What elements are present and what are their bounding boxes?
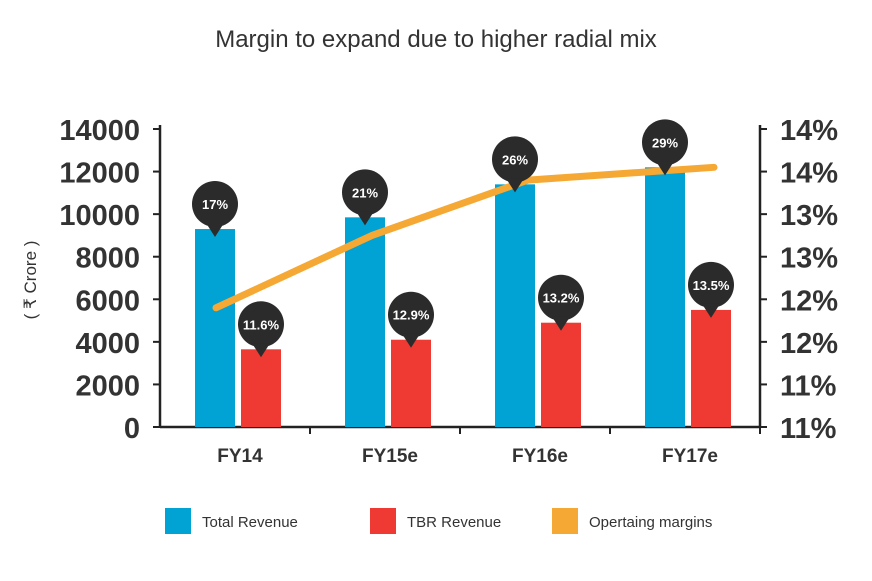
y-tick-label: 12000 (59, 158, 140, 190)
value-pins: 17% 11.6% 21% 12.9% 26% 13.2% 29% 13.5% (192, 119, 734, 358)
value-pin: 29% (642, 119, 688, 176)
bar-tbr-revenue (241, 349, 281, 427)
y2-tick-label: 12% (780, 328, 838, 360)
x-tick-label: FY16e (512, 446, 568, 467)
pin-bubble (492, 136, 538, 183)
x-tick-label: FY17e (662, 446, 718, 467)
margin-line (212, 163, 718, 312)
bar-total-revenue (195, 229, 235, 427)
pin-label: 13.5% (693, 278, 730, 293)
pin-pointer (356, 211, 374, 226)
legend-swatch (165, 508, 191, 534)
pin-label: 17% (202, 197, 228, 212)
pin-bubble (538, 274, 584, 321)
pin-label: 26% (502, 152, 528, 167)
y2-tick-label: 13% (780, 200, 838, 232)
pin-bubble (688, 261, 734, 308)
legend-label: TBR Revenue (407, 514, 501, 531)
y2-tick-label: 12% (780, 285, 838, 317)
y2-tick-label: 11% (780, 413, 837, 445)
margin-line-path (212, 163, 718, 312)
pin-label: 11.6% (243, 317, 280, 332)
pin-pointer (552, 316, 570, 331)
legend-label: Total Revenue (202, 514, 298, 531)
pin-label: 29% (652, 135, 678, 150)
legend-swatch (370, 508, 396, 534)
y-tick-label: 4000 (75, 328, 140, 360)
legend-swatch (552, 508, 578, 534)
bar-total-revenue (645, 167, 685, 428)
y-tick-label: 8000 (75, 243, 140, 275)
pin-bubble (342, 169, 388, 216)
bars (195, 167, 731, 428)
x-tick-label: FY14 (217, 446, 263, 467)
pin-bubble (642, 119, 688, 166)
value-pin: 13.5% (688, 261, 734, 318)
y2-tick-label: 14% (780, 158, 838, 190)
y-tick-label: 14000 (59, 115, 140, 147)
legend: Total Revenue TBR Revenue Opertaing margin… (165, 508, 712, 534)
bar-total-revenue (495, 184, 535, 427)
bar-tbr-revenue (691, 309, 731, 427)
legend-label: Opertaing margins (589, 514, 712, 531)
value-pin: 11.6% (238, 301, 284, 358)
chart-title: Margin to expand due to higher radial mi… (215, 26, 657, 53)
pin-pointer (702, 303, 720, 318)
pin-pointer (506, 178, 524, 193)
y-axis-label: ( ₹ Crore ) (21, 241, 40, 320)
y-tick-label: 10000 (59, 200, 140, 232)
y-tick-label: 0 (124, 413, 140, 445)
value-pin: 12.9% (388, 291, 434, 348)
pin-pointer (402, 333, 420, 348)
value-pin: 13.2% (538, 274, 584, 331)
axes: 14000 12000 10000 8000 6000 4000 2000 0 14% 14% 13… (59, 115, 838, 467)
value-pin: 26% (492, 136, 538, 193)
pin-pointer (656, 161, 674, 176)
pin-label: 12.9% (393, 308, 430, 323)
pin-label: 13.2% (543, 291, 580, 306)
value-pin: 21% (342, 169, 388, 226)
y2-tick-label: 11% (780, 370, 837, 402)
pin-label: 21% (352, 185, 378, 200)
pin-bubble (238, 301, 284, 348)
pin-pointer (252, 343, 270, 358)
y-tick-label: 2000 (75, 370, 140, 402)
x-tick-label: FY15e (362, 446, 418, 467)
bar-tbr-revenue (391, 339, 431, 427)
pin-bubble (192, 181, 238, 228)
pin-pointer (206, 223, 224, 238)
y2-tick-label: 14% (780, 115, 838, 147)
value-pin: 17% (192, 181, 238, 238)
y-tick-label: 6000 (75, 285, 140, 317)
pin-bubble (388, 291, 434, 338)
y2-tick-label: 13% (780, 243, 838, 275)
bar-total-revenue (345, 217, 385, 427)
bar-tbr-revenue (541, 322, 581, 427)
